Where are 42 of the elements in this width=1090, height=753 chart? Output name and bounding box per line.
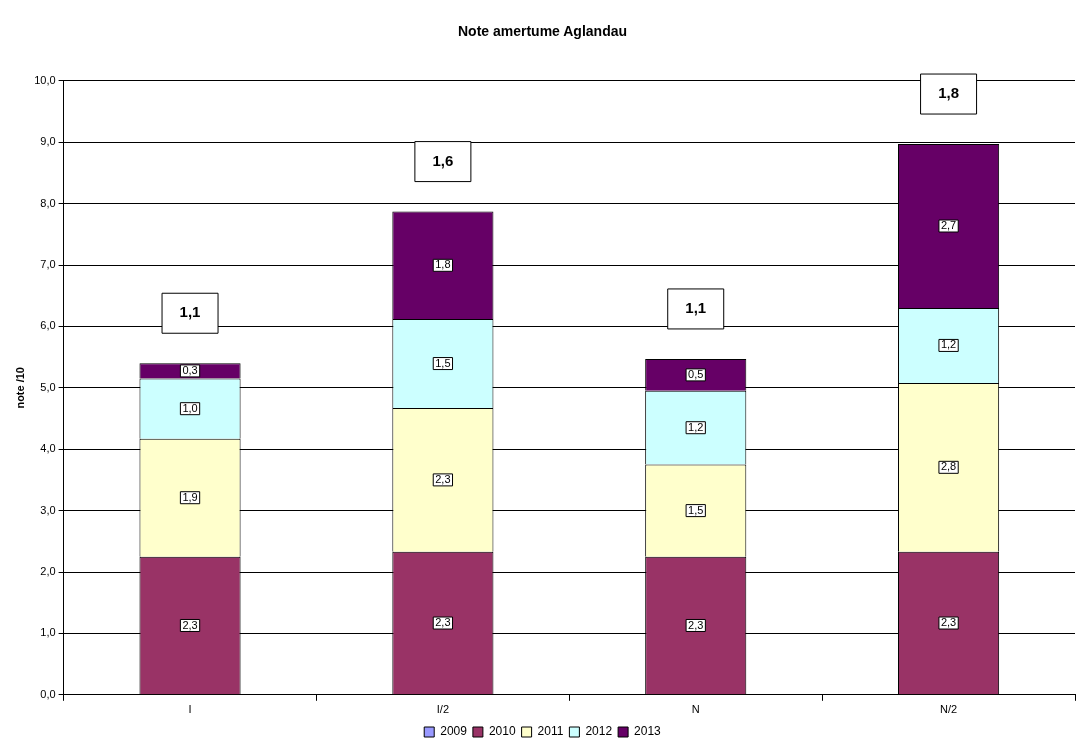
y-tick-label: 2,0 bbox=[40, 565, 56, 578]
data-label: 1,0 bbox=[182, 401, 198, 414]
y-tick-label: 0,0 bbox=[40, 687, 56, 700]
legend-label: 2011 bbox=[537, 724, 564, 739]
y-tick-label: 9,0 bbox=[40, 135, 56, 148]
data-label: 2,3 bbox=[435, 616, 451, 629]
data-label: 1,8 bbox=[435, 258, 451, 271]
y-tick-label: 7,0 bbox=[40, 258, 56, 271]
y-tick-label: 5,0 bbox=[40, 380, 56, 393]
data-label: 1,9 bbox=[182, 490, 198, 503]
y-tick-label: 6,0 bbox=[40, 319, 56, 332]
legend-label: 2012 bbox=[585, 724, 613, 739]
data-label: 1,2 bbox=[940, 338, 957, 351]
data-label: 2,3 bbox=[182, 618, 198, 631]
data-label: 1,5 bbox=[435, 356, 451, 369]
y-tick-label: 3,0 bbox=[40, 503, 56, 516]
x-tick-label: I bbox=[188, 703, 192, 716]
x-tick-label: I/2 bbox=[436, 703, 449, 716]
data-label: 1,5 bbox=[688, 503, 704, 516]
chart-title: Note amertume Aglandau bbox=[457, 23, 628, 40]
annotation: 1,8 bbox=[938, 84, 960, 102]
y-tick-label: 8,0 bbox=[40, 196, 56, 209]
y-axis-title: note /10 bbox=[13, 367, 26, 409]
data-label: 2,3 bbox=[435, 472, 451, 485]
data-label: 0,5 bbox=[688, 367, 704, 380]
legend-label: 2009 bbox=[440, 724, 468, 739]
data-label: 0,3 bbox=[182, 363, 198, 376]
y-tick-label: 10,0 bbox=[34, 73, 56, 86]
y-tick-label: 4,0 bbox=[40, 442, 56, 455]
legend-label: 2010 bbox=[488, 724, 516, 739]
x-tick-label: N/2 bbox=[940, 703, 958, 716]
annotation: 1,1 bbox=[685, 299, 707, 317]
data-label: 2,3 bbox=[688, 618, 704, 631]
x-tick-label: N bbox=[691, 703, 700, 716]
data-label: 1,2 bbox=[688, 420, 704, 433]
annotation: 1,1 bbox=[179, 303, 201, 321]
data-label: 2,3 bbox=[940, 616, 957, 629]
data-label: 2,7 bbox=[940, 219, 957, 232]
legend-label: 2013 bbox=[634, 724, 662, 739]
annotation: 1,6 bbox=[432, 151, 454, 169]
y-tick-label: 1,0 bbox=[40, 626, 56, 639]
data-label: 2,8 bbox=[940, 460, 957, 473]
